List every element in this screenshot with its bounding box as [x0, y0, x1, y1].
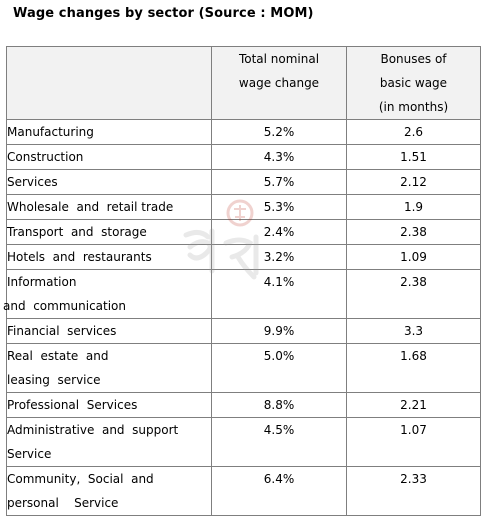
sector-cell: Financial services — [6, 318, 212, 344]
wage-change-cell: 4.5% — [211, 417, 347, 467]
wage-change-cell: 5.0% — [211, 343, 347, 393]
sector-cell: Professional Services — [6, 392, 212, 418]
header-wage-change-line1: Total nominal — [238, 52, 320, 66]
bonus-cell: 2.33 — [346, 466, 481, 516]
wage-change-cell: 3.2% — [211, 244, 347, 270]
table-row: Transport and storage 2.4% 2.38 — [6, 219, 481, 245]
bonus-cell: 2.38 — [346, 269, 481, 319]
sector-cell: Hotels and restaurants — [6, 244, 212, 270]
sector-line1: Community, Social and — [7, 472, 154, 486]
table-row: Real estate and leasing service 5.0% 1.6… — [6, 343, 481, 393]
wage-change-cell: 5.7% — [211, 169, 347, 195]
wage-change-cell: 8.8% — [211, 392, 347, 418]
header-sector — [6, 46, 212, 120]
page-title: Wage changes by sector (Source : MOM) — [13, 6, 314, 21]
header-wage-change-line2: wage change — [238, 76, 320, 90]
sector-cell: Real estate and leasing service — [6, 343, 212, 393]
sector-cell: Information and communication — [3, 269, 212, 319]
sector-line1: Administrative and support — [7, 423, 179, 437]
wage-change-cell: 6.4% — [211, 466, 347, 516]
table-row: Services 5.7% 2.12 — [6, 169, 481, 195]
sector-line2: and communication — [3, 299, 127, 313]
header-bonus-line1: Bonuses of — [380, 52, 447, 66]
bonus-cell: 1.51 — [346, 144, 481, 170]
table-row: Wholesale and retail trade 5.3% 1.9 — [6, 194, 481, 220]
wage-change-cell: 9.9% — [211, 318, 347, 344]
sector-cell: Services — [6, 169, 212, 195]
table-row: Manufacturing 5.2% 2.6 — [6, 119, 481, 145]
bonus-cell: 2.6 — [346, 119, 481, 145]
wage-change-cell: 2.4% — [211, 219, 347, 245]
table-row: Hotels and restaurants 3.2% 1.09 — [6, 244, 481, 270]
bonus-cell: 1.9 — [346, 194, 481, 220]
wage-change-cell: 4.1% — [211, 269, 347, 319]
header-bonus-line3: (in months) — [378, 100, 449, 114]
header-bonus-line2: basic wage — [379, 76, 448, 90]
table-row: Professional Services 8.8% 2.21 — [6, 392, 481, 418]
wage-change-cell: 4.3% — [211, 144, 347, 170]
bonus-cell: 1.07 — [346, 417, 481, 467]
wage-change-cell: 5.3% — [211, 194, 347, 220]
sector-line2: leasing service — [7, 373, 101, 387]
table-row: Financial services 9.9% 3.3 — [6, 318, 481, 344]
table-row: Administrative and support Service 4.5% … — [6, 417, 481, 467]
header-bonus: Bonuses of basic wage (in months) — [346, 46, 481, 120]
sector-cell: Manufacturing — [6, 119, 212, 145]
table-header-row: Total nominal wage change Bonuses of bas… — [6, 46, 481, 120]
sector-cell: Construction — [6, 144, 212, 170]
sector-cell: Community, Social and personal Service — [6, 466, 212, 516]
table-row: Information and communication 4.1% 2.38 — [3, 269, 481, 319]
bonus-cell: 2.38 — [346, 219, 481, 245]
sector-cell: Administrative and support Service — [6, 417, 212, 467]
sector-line2: Service — [7, 447, 52, 461]
sector-cell: Transport and storage — [6, 219, 212, 245]
bonus-cell: 3.3 — [346, 318, 481, 344]
bonus-cell: 1.68 — [346, 343, 481, 393]
sector-line1: Real estate and — [7, 349, 109, 363]
wage-table: Total nominal wage change Bonuses of bas… — [3, 46, 481, 516]
sector-cell: Wholesale and retail trade — [6, 194, 212, 220]
bonus-cell: 1.09 — [346, 244, 481, 270]
bonus-cell: 2.21 — [346, 392, 481, 418]
table-row: Community, Social and personal Service 6… — [6, 466, 481, 516]
header-wage-change: Total nominal wage change — [211, 46, 347, 120]
sector-line1: Information — [7, 275, 77, 289]
wage-change-cell: 5.2% — [211, 119, 347, 145]
sector-line2: personal Service — [7, 496, 119, 510]
table-row: Construction 4.3% 1.51 — [6, 144, 481, 170]
bonus-cell: 2.12 — [346, 169, 481, 195]
